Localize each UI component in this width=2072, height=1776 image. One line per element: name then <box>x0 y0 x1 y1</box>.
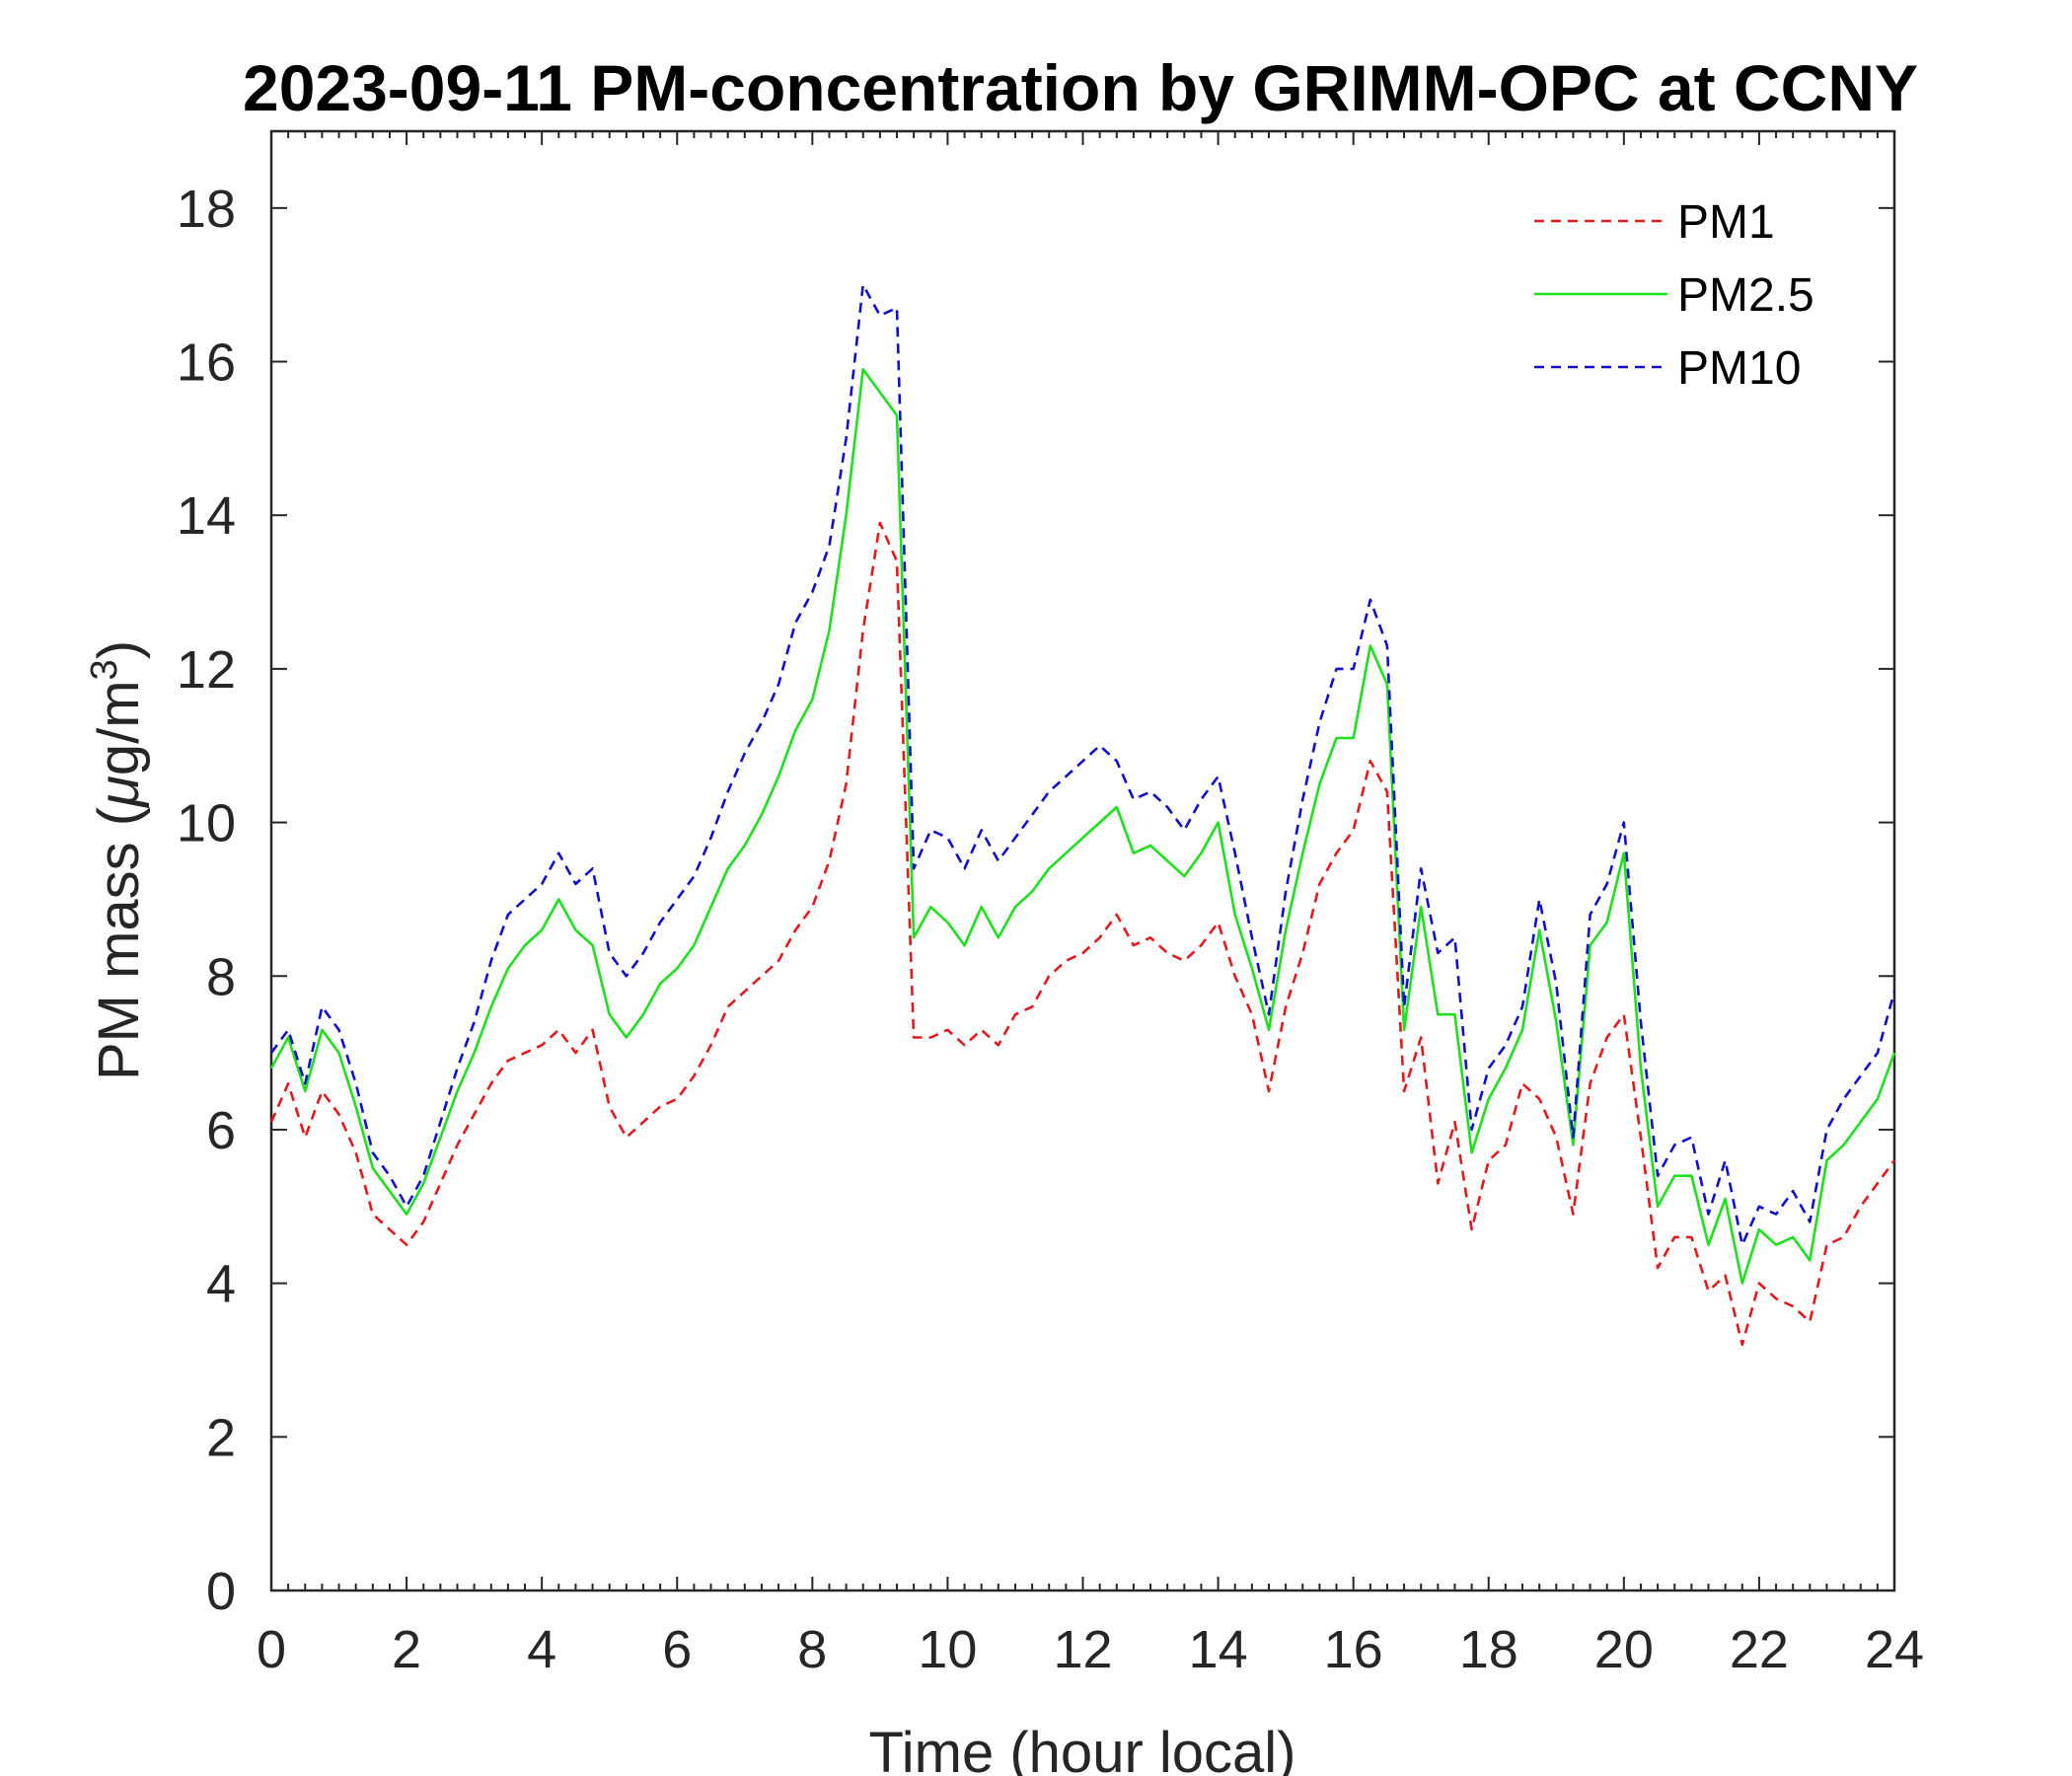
y-axis-label-exponent: 3 <box>84 659 125 680</box>
series-lines <box>269 283 1896 1347</box>
series-line-pm1 <box>269 521 1896 1347</box>
legend: PM1 PM2.5 PM10 <box>1534 196 1814 395</box>
y-tick-label: 16 <box>177 333 236 393</box>
y-axis-label-suffix: ) <box>87 640 151 659</box>
plot-frame <box>269 129 1896 1592</box>
y-tick-label: 10 <box>177 794 236 853</box>
series-line-pm10 <box>269 283 1896 1246</box>
legend-label: PM10 <box>1677 342 1801 395</box>
y-tick-label: 18 <box>177 180 236 239</box>
series-line-pm2-5 <box>269 367 1896 1285</box>
legend-label: PM2.5 <box>1677 269 1814 322</box>
x-tick-label: 6 <box>662 1620 692 1679</box>
y-axis-label-unit: g/m <box>87 680 151 776</box>
x-tick-label: 18 <box>1459 1620 1518 1679</box>
y-tick-label: 4 <box>206 1255 236 1314</box>
y-tick-label: 14 <box>177 486 236 546</box>
x-tick-label: 16 <box>1324 1620 1383 1679</box>
y-axis-label-prefix: PM mass ( <box>87 807 151 1080</box>
x-tick-label: 14 <box>1189 1620 1248 1679</box>
x-axis-label: Time (hour local) <box>869 1721 1296 1776</box>
legend-label: PM1 <box>1677 196 1775 249</box>
tick-marks <box>270 131 1895 1591</box>
x-tick-label: 24 <box>1865 1620 1924 1679</box>
x-tick-labels: 0 2 4 6 8 10 12 14 16 18 20 22 24 <box>257 1620 1924 1679</box>
y-tick-label: 0 <box>206 1562 236 1621</box>
y-axis-label-mu: μ <box>87 776 151 809</box>
x-tick-label: 0 <box>257 1620 286 1679</box>
y-tick-label: 2 <box>206 1408 236 1467</box>
y-tick-label: 6 <box>206 1101 236 1160</box>
x-tick-label: 10 <box>918 1620 977 1679</box>
x-tick-label: 8 <box>797 1620 827 1679</box>
x-tick-label: 12 <box>1053 1620 1112 1679</box>
x-tick-label: 2 <box>392 1620 421 1679</box>
y-tick-label: 12 <box>177 640 236 700</box>
x-tick-label: 4 <box>527 1620 556 1679</box>
x-tick-label: 20 <box>1594 1620 1654 1679</box>
x-tick-label: 22 <box>1730 1620 1789 1679</box>
chart-title: 2023-09-11 PM-concentration by GRIMM-OPC… <box>243 51 1918 124</box>
y-axis-label: PM mass (μg/m3) <box>84 640 151 1080</box>
y-tick-labels: 0 2 4 6 8 10 12 14 16 18 <box>177 180 236 1621</box>
y-tick-label: 8 <box>206 947 236 1006</box>
